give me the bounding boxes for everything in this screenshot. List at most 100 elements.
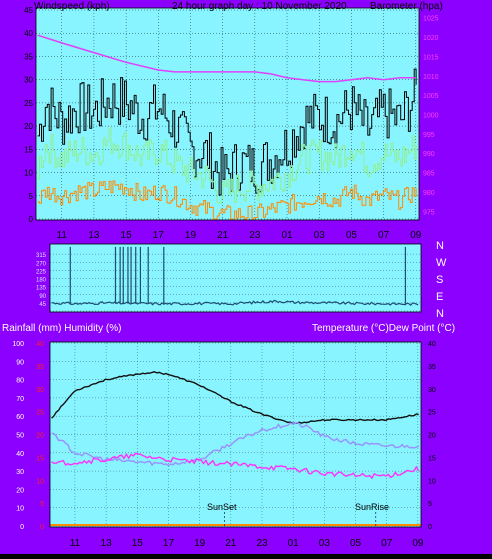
- direction-label-s: S: [436, 274, 443, 286]
- temp-y-tick-40: 40: [428, 341, 436, 348]
- sunset-label: SunSet: [207, 502, 237, 512]
- humidity-y-tick-60: 60: [16, 414, 24, 421]
- dir-y-tick-270: 270: [36, 261, 47, 267]
- rain-y-tick-5: 5: [40, 501, 44, 508]
- wind-x-tick-11: 11: [57, 230, 68, 241]
- dir-y-tick-180: 180: [36, 278, 47, 284]
- direction-label-n-bottom: N: [436, 308, 444, 320]
- baro-y-tick-1005: 1005: [423, 93, 439, 100]
- temperature-dewpoint-label: Temperature (°C)Dew Point (°C): [312, 323, 455, 334]
- baro-y-tick-1025: 1025: [423, 16, 439, 23]
- dir-y-tick-45: 45: [39, 302, 46, 308]
- wind-y-tick-0: 0: [29, 215, 34, 224]
- temp-y-tick-20: 20: [428, 433, 436, 440]
- temp-x-tick-07: 07: [381, 538, 393, 549]
- wind-y-tick-25: 25: [24, 99, 33, 108]
- temp-y-tick-35: 35: [428, 364, 436, 371]
- wind-y-tick-35: 35: [24, 52, 33, 61]
- wind-x-tick-07: 07: [378, 230, 390, 241]
- direction-label-w: W: [436, 257, 447, 269]
- temp-x-tick-05: 05: [350, 538, 362, 549]
- wind-x-tick-03: 03: [314, 230, 326, 241]
- baro-y-tick-980: 980: [423, 190, 435, 197]
- baro-y-tick-1000: 1000: [423, 113, 439, 120]
- wind-x-tick-13: 13: [88, 230, 100, 241]
- wind-x-tick-17: 17: [153, 230, 165, 241]
- humidity-y-tick-10: 10: [16, 506, 24, 513]
- baro-y-tick-1015: 1015: [423, 54, 439, 61]
- humidity-y-tick-30: 30: [16, 469, 24, 476]
- baro-y-tick-1020: 1020: [423, 35, 439, 42]
- humidity-y-tick-50: 50: [16, 433, 24, 440]
- dewpoint-line: [51, 452, 420, 480]
- wind-y-tick-10: 10: [24, 169, 33, 178]
- wind-x-tick-21: 21: [217, 230, 229, 241]
- wind-average-line: [37, 127, 417, 204]
- temp-x-tick-15: 15: [132, 538, 144, 549]
- rain-y-tick-30: 30: [36, 387, 44, 394]
- temp-y-tick-15: 15: [428, 455, 436, 462]
- dir-y-tick-315: 315: [36, 253, 47, 259]
- wind-y-tick-5: 5: [29, 192, 34, 201]
- temperature-line: [51, 421, 419, 467]
- temp-y-tick-30: 30: [428, 387, 436, 394]
- wind-y-tick-15: 15: [24, 145, 33, 154]
- rain-y-tick-40: 40: [36, 341, 44, 348]
- wind-y-tick-30: 30: [24, 76, 33, 85]
- wind-x-tick-19: 19: [185, 230, 197, 241]
- humidity-line: [51, 371, 419, 425]
- temp-plot-border: [49, 341, 422, 528]
- rain-y-tick-0: 0: [40, 524, 44, 531]
- header-windspeed-label: Windspeed (kph): [34, 1, 110, 12]
- wind-x-tick-15: 15: [121, 230, 133, 241]
- dir-y-tick-90: 90: [39, 294, 46, 300]
- humidity-y-tick-70: 70: [16, 396, 24, 403]
- temp-x-tick-21: 21: [225, 538, 237, 549]
- direction-label-e: E: [436, 291, 443, 303]
- wind-x-tick-09: 09: [410, 230, 422, 241]
- temp-x-tick-17: 17: [163, 538, 175, 549]
- dir-y-tick-225: 225: [36, 269, 47, 275]
- direction-label-n-top: N: [436, 240, 444, 252]
- dir-y-tick-135: 135: [36, 286, 47, 292]
- header-barometer-label: Barometer (hpa): [370, 1, 443, 12]
- wind-y-tick-40: 40: [24, 29, 33, 38]
- wind-low-line: [37, 180, 417, 220]
- header-date-title: 24 hour graph day : 10 November 2020: [172, 1, 347, 12]
- baro-y-tick-990: 990: [423, 151, 435, 158]
- rain-y-tick-20: 20: [36, 433, 44, 440]
- barometer-line: [37, 34, 416, 83]
- wind-x-tick-01: 01: [281, 230, 293, 241]
- rain-y-tick-10: 10: [36, 478, 44, 485]
- temp-x-tick-19: 19: [194, 538, 206, 549]
- baro-y-tick-995: 995: [423, 132, 435, 139]
- humidity-y-tick-100: 100: [12, 341, 24, 348]
- rain-y-tick-15: 15: [36, 455, 44, 462]
- wind-y-tick-45: 45: [24, 6, 33, 15]
- temp-x-tick-09: 09: [412, 538, 424, 549]
- sunrise-label: SunRise: [355, 502, 389, 512]
- rainfall-humidity-label: Rainfall (mm) Humidity (%): [2, 323, 121, 334]
- temp-x-tick-11: 11: [70, 538, 81, 549]
- wind-direction-line: [51, 299, 419, 307]
- humidity-y-tick-20: 20: [16, 487, 24, 494]
- wind-plot-border: [35, 7, 420, 221]
- temp-y-tick-5: 5: [428, 501, 432, 508]
- temp-y-tick-10: 10: [428, 478, 436, 485]
- wind-x-tick-05: 05: [346, 230, 358, 241]
- baro-y-tick-985: 985: [423, 171, 435, 178]
- humidity-y-tick-90: 90: [16, 359, 24, 366]
- rain-y-tick-25: 25: [36, 410, 44, 417]
- temp-x-tick-01: 01: [288, 538, 300, 549]
- direction-plot-area: [50, 244, 421, 312]
- wind-gust-line: [37, 68, 417, 196]
- temp-y-tick-0: 0: [428, 524, 432, 531]
- humidity-y-tick-40: 40: [16, 451, 24, 458]
- humidity-y-tick-80: 80: [16, 378, 24, 385]
- rain-y-tick-35: 35: [36, 364, 44, 371]
- direction-plot-border: [49, 243, 422, 313]
- temp-x-tick-03: 03: [319, 538, 331, 549]
- baro-y-tick-1010: 1010: [423, 74, 439, 81]
